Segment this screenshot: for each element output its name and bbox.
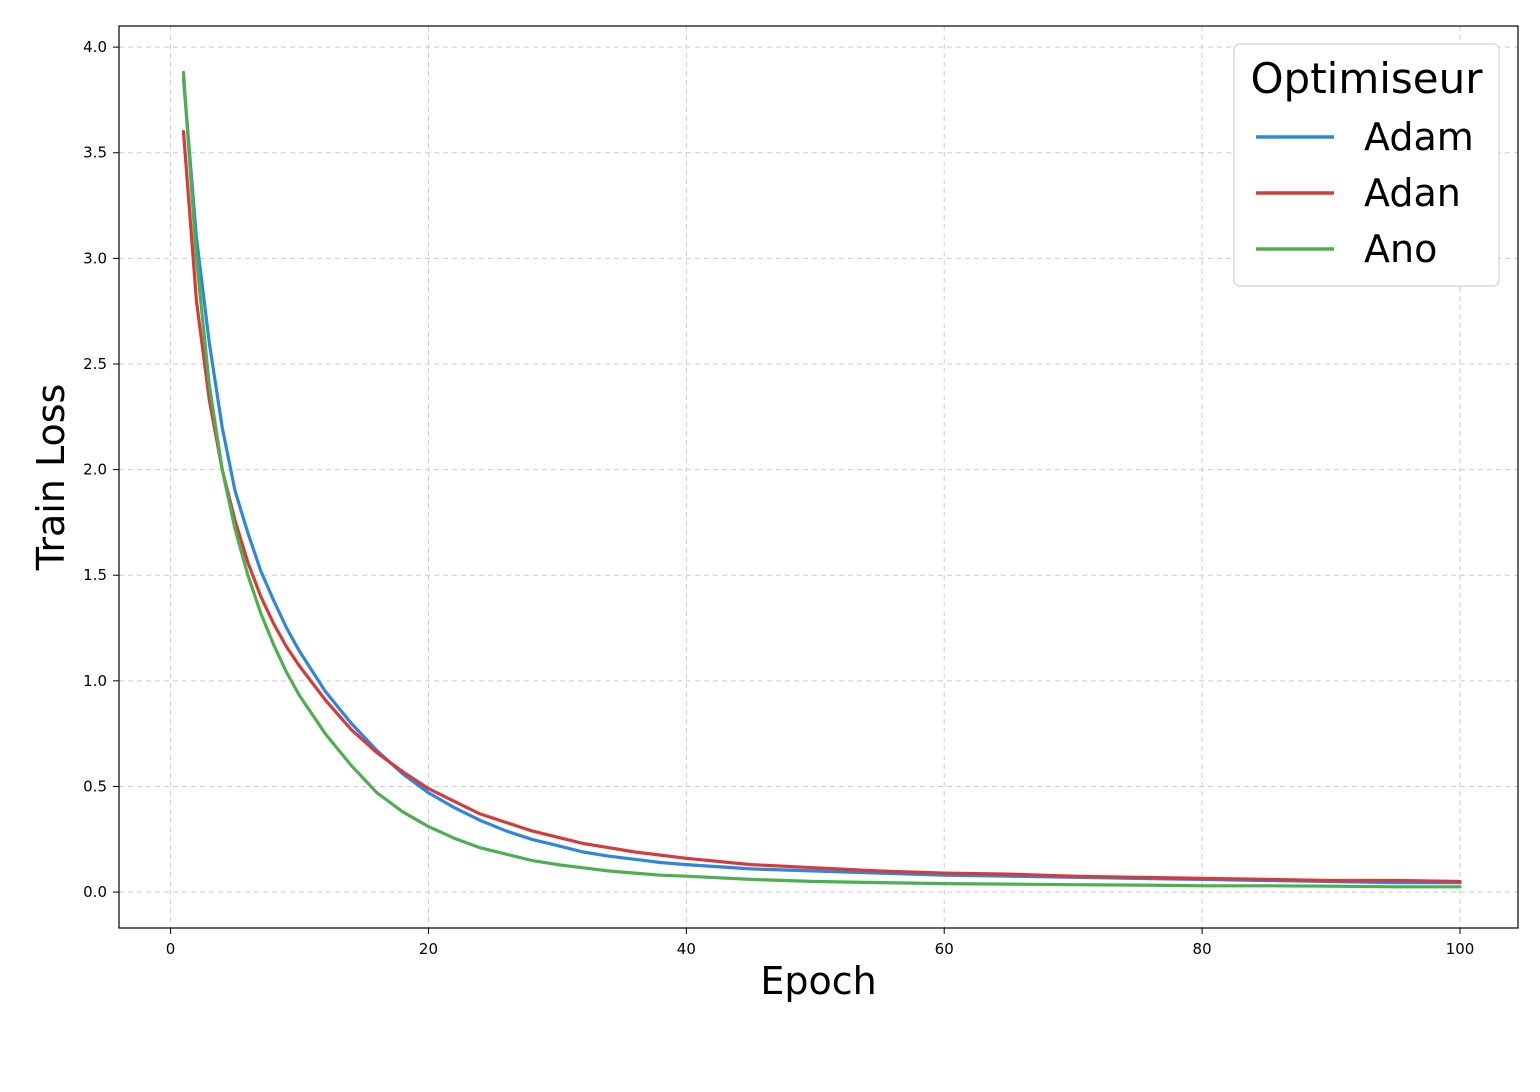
y-tick-label: 2.0 [83, 461, 107, 479]
y-tick-label: 1.5 [83, 566, 107, 584]
y-tick-label: 1.0 [83, 672, 107, 690]
legend-label: Adan [1364, 171, 1461, 215]
x-tick-label: 100 [1446, 940, 1475, 958]
plot-frame [118, 25, 1519, 929]
legend-label: Adam [1364, 115, 1474, 159]
legend-label: Ano [1364, 227, 1437, 271]
series-lines [181, 70, 1462, 889]
series-line-adan [181, 130, 1462, 884]
x-tick-label: 60 [935, 940, 954, 958]
y-axis-label: Train Loss [29, 384, 73, 572]
series-line-ano [181, 70, 1462, 889]
y-tick-label: 2.5 [83, 355, 107, 373]
y-tick-label: 3.0 [83, 249, 107, 267]
axis-ticks: 0 20 40 60 80 100 0.0 0.5 1.0 1.5 2.0 2.5 3.0 3.5 4.0 [83, 38, 1474, 958]
x-tick-label: 80 [1193, 940, 1212, 958]
y-tick-label: 0.0 [83, 883, 107, 901]
legend-title: Optimiseur [1250, 54, 1483, 103]
x-tick-label: 0 [166, 940, 176, 958]
y-tick-label: 4.0 [83, 38, 107, 56]
legend-items: Adam Adan Ano [1256, 115, 1474, 271]
legend-box [1233, 43, 1500, 287]
x-tick-label: 20 [419, 940, 438, 958]
y-tick-label: 0.5 [83, 777, 107, 795]
legend: Optimiseur Adam Adan Ano [1233, 43, 1500, 287]
y-tick-label: 3.5 [83, 144, 107, 162]
x-axis-label: Epoch [760, 959, 876, 1003]
x-tick-label: 40 [677, 940, 696, 958]
